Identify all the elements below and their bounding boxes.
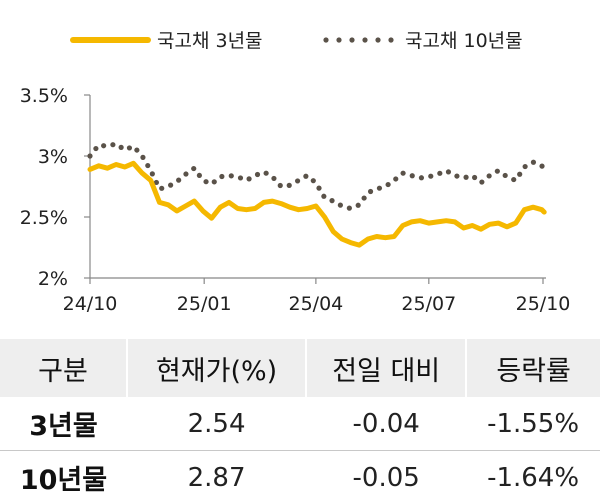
legend-label-10y: 국고채 10년물 [405, 30, 523, 52]
y-tick-label: 2% [38, 268, 68, 290]
series-10y-dot [479, 179, 485, 185]
header-current: 현재가(%) [125, 339, 307, 397]
x-axis-ticks: 24/10 25/01 25/04 25/07 25/10 [63, 278, 571, 315]
series-10y-dot [530, 159, 537, 165]
series-10y-dot [191, 165, 197, 172]
current-3y: 2.54 [126, 397, 307, 451]
x-tick-label: 24/10 [63, 293, 118, 315]
change-3y: -0.04 [306, 397, 467, 451]
series-10y-dot [211, 179, 217, 185]
series-10y-dot [153, 179, 160, 186]
series-10y-dot [385, 181, 391, 188]
series-10y-dot [196, 172, 202, 179]
series-10y-dot [321, 193, 327, 199]
series-10y-dot [367, 188, 374, 195]
series-10y-dot [145, 162, 151, 169]
series-10y [87, 142, 545, 211]
current-10y: 2.87 [187, 462, 246, 493]
change-10y: -0.05 [352, 462, 420, 493]
series-10y-dot [110, 142, 116, 148]
table-row: 3년물 2.54 -0.04 -1.55% [0, 397, 600, 451]
series-10y-dot [93, 145, 99, 152]
series-10y-dot [286, 182, 292, 188]
y-tick-label: 3.5% [20, 85, 68, 107]
series-10y-dot [376, 185, 383, 191]
header-change-rate: 등락률 [465, 339, 600, 397]
legend-swatch-10y [323, 37, 394, 43]
series-10y-dot [454, 173, 460, 179]
series-10y-dot [472, 174, 478, 181]
series-10y-dot [539, 163, 545, 169]
series-10y-dot [355, 202, 361, 208]
series-10y-dot [316, 185, 322, 191]
x-tick-label: 25/07 [401, 293, 456, 315]
series-10y-dot [511, 176, 517, 183]
legend: 국고채 3년물 국고채 10년물 [70, 30, 523, 52]
series-10y-dot [101, 143, 107, 149]
row-label-10y: 10년물 [19, 465, 108, 496]
series-10y-dot [271, 175, 277, 182]
header-category: 구분 [0, 339, 127, 397]
series-10y-dot [140, 154, 146, 160]
series-10y-dot [237, 175, 244, 181]
series-10y-dot [418, 175, 425, 181]
series-10y-dot [400, 170, 406, 176]
change-rate-10y: -1.64% [487, 462, 580, 493]
legend-label-3y: 국고채 3년물 [157, 30, 263, 52]
series-10y-dot [149, 171, 155, 177]
header-change: 전일 대비 [305, 339, 467, 397]
series-10y-dot [346, 205, 352, 211]
series-10y-dot [428, 173, 434, 179]
series-10y-dot [118, 144, 124, 150]
series-10y-dot [463, 174, 469, 180]
series-10y-dot [502, 172, 508, 179]
table-row: 10년물 2.87 -0.05 -1.64% [0, 451, 600, 504]
change-rate-3y: -1.55% [466, 397, 600, 451]
series-10y-dot [409, 173, 415, 179]
series-10y-dot [486, 173, 492, 179]
series-10y-dot [134, 147, 140, 153]
series-10y-dot [337, 202, 343, 208]
series-10y-dot [176, 177, 182, 183]
x-tick-label: 25/10 [516, 293, 571, 315]
series-10y-dot [263, 170, 269, 176]
series-10y-dot [87, 153, 93, 159]
series-10y-dot [437, 170, 443, 176]
series-10y-dot [517, 171, 523, 177]
series-10y-dot [303, 173, 309, 179]
row-label-3y: 3년물 [0, 397, 127, 451]
series-10y-dot [329, 198, 335, 204]
x-tick-label: 25/01 [177, 293, 232, 315]
series-10y-dot [228, 173, 234, 179]
series-10y-dot [183, 171, 189, 177]
table-header-row: 구분 현재가(%) 전일 대비 등락률 [0, 339, 600, 397]
series-10y-dot [254, 171, 261, 178]
series-3y [87, 160, 547, 248]
series-3y-line [87, 160, 547, 248]
series-10y-dot [522, 163, 528, 170]
series-10y-dot [126, 145, 133, 151]
x-tick-label: 25/04 [288, 293, 343, 315]
series-10y-dot [246, 176, 252, 182]
yield-chart: 국고채 3년물 국고채 10년물 2% 2.5% 3% 3.5% 24/10 25/01… [20, 30, 571, 315]
series-10y-dot [168, 182, 174, 188]
series-10y-dot [393, 176, 399, 182]
series-10y-dot [277, 182, 283, 189]
y-tick-label: 3% [38, 146, 68, 168]
series-10y-dot [159, 185, 165, 191]
series-10y-dot [310, 178, 316, 184]
rate-summary-table: 구분 현재가(%) 전일 대비 등락률 3년물 2.54 -0.04 -1.55… [0, 339, 600, 504]
y-axis-ticks: 2% 2.5% 3% 3.5% [20, 85, 90, 290]
series-10y-dot [445, 169, 452, 175]
series-10y-dot [203, 179, 209, 185]
y-tick-label: 2.5% [20, 207, 68, 229]
series-10y-dot [361, 195, 367, 201]
series-10y-dot [494, 168, 500, 174]
series-10y-dot [219, 173, 225, 180]
series-10y-dot [294, 178, 301, 184]
